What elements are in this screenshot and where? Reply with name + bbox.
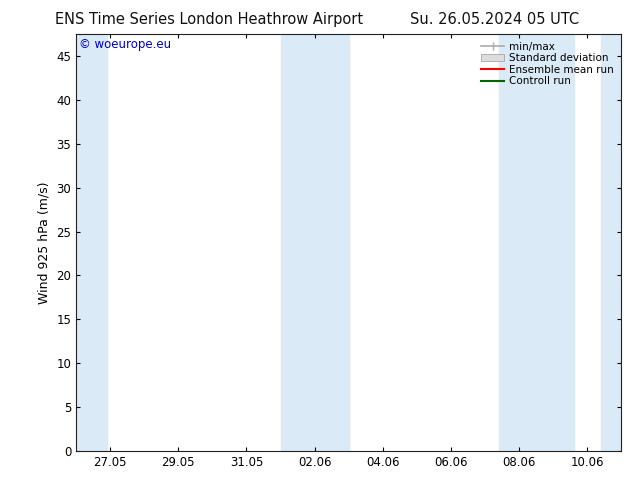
Legend: min/max, Standard deviation, Ensemble mean run, Controll run: min/max, Standard deviation, Ensemble me… [479,40,616,88]
Text: ENS Time Series London Heathrow Airport: ENS Time Series London Heathrow Airport [55,12,363,27]
Bar [601,34,634,451]
Bar [280,34,349,451]
Bar [498,34,540,451]
Text: © woeurope.eu: © woeurope.eu [79,38,171,51]
Text: Su. 26.05.2024 05 UTC: Su. 26.05.2024 05 UTC [410,12,579,27]
Bar [533,34,574,451]
Bar [46,34,107,451]
Y-axis label: Wind 925 hPa (m/s): Wind 925 hPa (m/s) [38,181,51,304]
